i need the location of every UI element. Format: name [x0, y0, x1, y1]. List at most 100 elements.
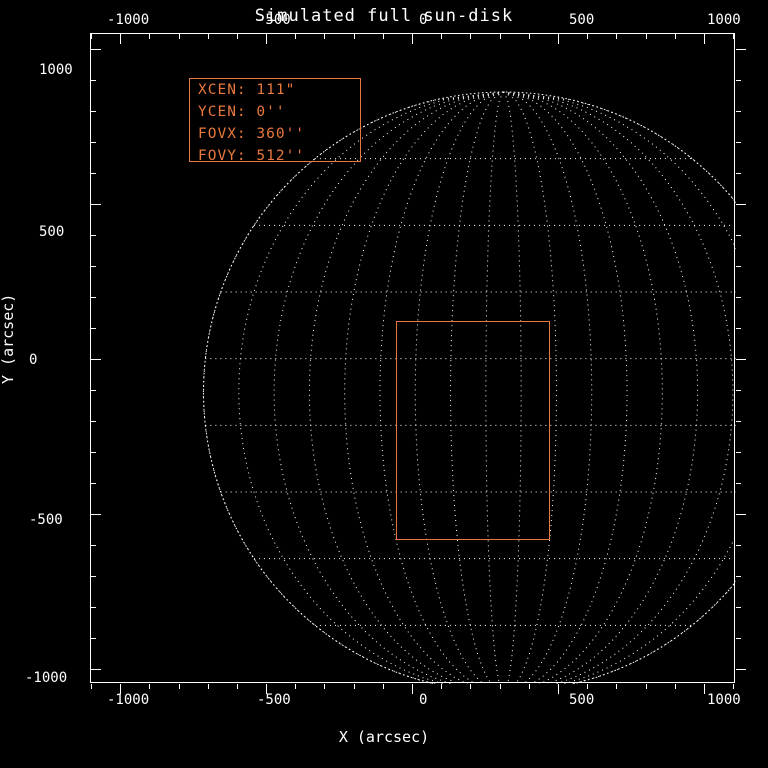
- x-tick-label-0: -1000: [107, 12, 149, 28]
- tick-mark: [736, 80, 741, 81]
- tick-mark: [237, 684, 238, 689]
- tick-mark: [91, 669, 101, 670]
- y-axis-label: Y (arcsec): [0, 294, 17, 384]
- tick-mark: [179, 34, 180, 39]
- tick-mark: [149, 34, 150, 39]
- tick-mark: [704, 684, 705, 694]
- tick-mark: [736, 669, 746, 670]
- tick-mark: [208, 684, 209, 689]
- tick-mark: [354, 34, 355, 39]
- fov-rectangle: [396, 321, 550, 540]
- tick-mark: [91, 576, 96, 577]
- x-tick-label-bottom-1: -500: [257, 692, 291, 708]
- x-tick-label-bottom-2: 0: [419, 692, 427, 708]
- y-tick-label-3: -500: [29, 512, 63, 528]
- tick-mark: [736, 328, 741, 329]
- tick-mark: [736, 235, 741, 236]
- tick-mark: [736, 173, 741, 174]
- y-tick-label-2: 0: [29, 352, 37, 368]
- xcen-label: XCEN: 111": [190, 79, 360, 101]
- fovy-label: FOVY: 512'': [190, 145, 360, 167]
- tick-mark: [91, 607, 96, 608]
- tick-mark: [266, 34, 267, 44]
- tick-mark: [91, 684, 92, 689]
- tick-mark: [529, 34, 530, 39]
- x-tick-label-bottom-0: -1000: [107, 692, 149, 708]
- tick-mark: [704, 34, 705, 44]
- tick-mark: [736, 297, 741, 298]
- plot-frame: -1000 -500 0 500 1000 -1000 -500 0 500 1…: [90, 33, 735, 683]
- plot-root: Simulated full sun-disk -1000 -500 0 500…: [0, 0, 768, 768]
- tick-mark: [120, 34, 121, 44]
- tick-mark: [295, 684, 296, 689]
- tick-mark: [91, 80, 96, 81]
- tick-mark: [91, 421, 96, 422]
- tick-mark: [354, 684, 355, 689]
- x-tick-label-1: -500: [257, 12, 291, 28]
- tick-mark: [736, 607, 741, 608]
- tick-mark: [736, 359, 746, 360]
- tick-mark: [616, 684, 617, 689]
- tick-mark: [208, 34, 209, 39]
- tick-mark: [91, 111, 96, 112]
- fovx-label: FOVX: 360'': [190, 123, 360, 145]
- tick-mark: [91, 49, 101, 50]
- tick-mark: [383, 34, 384, 39]
- tick-mark: [646, 684, 647, 689]
- x-tick-label-4: 1000: [707, 12, 741, 28]
- tick-mark: [587, 684, 588, 689]
- tick-mark: [91, 328, 96, 329]
- tick-mark: [736, 49, 746, 50]
- y-tick-label-4: -1000: [25, 670, 67, 686]
- y-tick-label-1: 500: [39, 224, 64, 240]
- tick-mark: [295, 34, 296, 39]
- tick-mark: [646, 34, 647, 39]
- tick-mark: [736, 266, 741, 267]
- tick-mark: [237, 34, 238, 39]
- tick-mark: [91, 235, 96, 236]
- tick-mark: [412, 684, 413, 694]
- y-tick-label-0: 1000: [39, 62, 73, 78]
- tick-mark: [91, 34, 92, 39]
- tick-mark: [736, 390, 741, 391]
- ycen-label: YCEN: 0'': [190, 101, 360, 123]
- tick-mark: [91, 173, 96, 174]
- tick-mark: [470, 684, 471, 689]
- tick-mark: [675, 684, 676, 689]
- tick-mark: [383, 684, 384, 689]
- tick-mark: [324, 684, 325, 689]
- tick-mark: [91, 545, 96, 546]
- x-tick-label-bottom-3: 500: [569, 692, 594, 708]
- tick-mark: [149, 684, 150, 689]
- tick-mark: [736, 514, 746, 515]
- tick-mark: [616, 34, 617, 39]
- tick-mark: [91, 297, 96, 298]
- tick-mark: [529, 684, 530, 689]
- tick-mark: [91, 638, 96, 639]
- tick-mark: [675, 34, 676, 39]
- x-tick-label-3: 500: [569, 12, 594, 28]
- tick-mark: [179, 684, 180, 689]
- tick-mark: [733, 34, 734, 39]
- tick-mark: [500, 684, 501, 689]
- info-box: XCEN: 111" YCEN: 0'' FOVX: 360'' FOVY: 5…: [189, 78, 361, 162]
- tick-mark: [587, 34, 588, 39]
- tick-mark: [91, 483, 96, 484]
- tick-mark: [470, 34, 471, 39]
- tick-mark: [91, 390, 96, 391]
- tick-mark: [91, 514, 101, 515]
- tick-mark: [91, 204, 101, 205]
- tick-mark: [736, 421, 741, 422]
- tick-mark: [736, 204, 746, 205]
- tick-mark: [558, 34, 559, 44]
- tick-mark: [736, 483, 741, 484]
- tick-mark: [91, 142, 96, 143]
- tick-mark: [736, 111, 741, 112]
- tick-mark: [324, 34, 325, 39]
- tick-mark: [736, 452, 741, 453]
- tick-mark: [736, 545, 741, 546]
- x-tick-label-2: 0: [419, 12, 427, 28]
- x-axis-label: X (arcsec): [0, 728, 768, 746]
- tick-mark: [558, 684, 559, 694]
- tick-mark: [500, 34, 501, 39]
